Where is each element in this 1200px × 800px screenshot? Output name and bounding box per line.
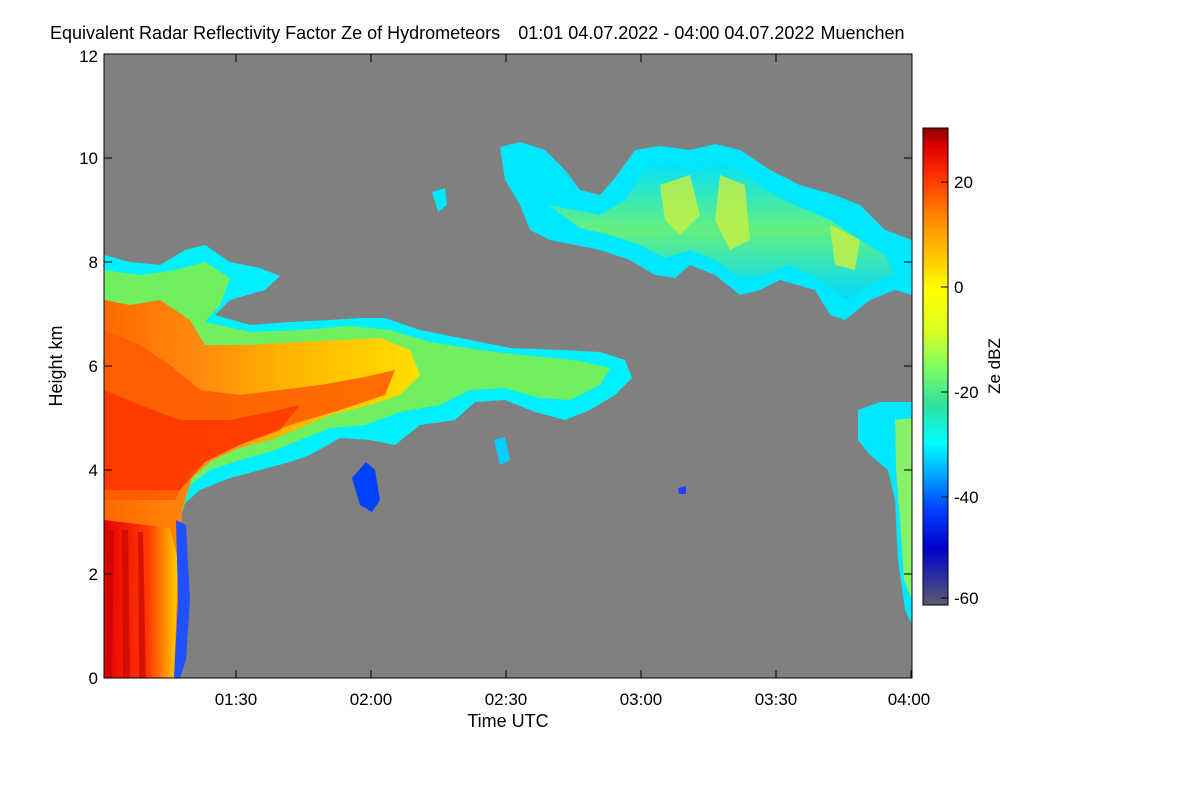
y-tick-label: 2 — [89, 565, 98, 584]
cirrus-fragment — [432, 188, 447, 212]
x-tick-label: 02:30 — [485, 690, 528, 709]
echo-blob — [678, 486, 686, 494]
x-tick-label: 01:30 — [215, 690, 258, 709]
colorbar: 20 0 -20 -40 -60 Ze dBZ — [922, 127, 1004, 608]
y-tick-label: 0 — [89, 669, 98, 688]
precip-streaks — [106, 530, 146, 678]
x-axis-label: Time UTC — [467, 711, 548, 731]
colorbar-label: Ze dBZ — [985, 338, 1004, 394]
late-cloud-core — [895, 418, 912, 600]
y-tick-label: 8 — [89, 253, 98, 272]
x-tick-label: 02:00 — [350, 690, 393, 709]
echo-blob — [352, 462, 380, 512]
precip-edge — [174, 520, 190, 678]
colorbar-tick-label: -60 — [954, 589, 979, 608]
colorbar-gradient — [922, 127, 949, 606]
colorbar-tick-label: 0 — [954, 278, 963, 297]
y-axis-label: Height km — [46, 325, 66, 406]
x-tick-label: 03:00 — [620, 690, 663, 709]
chart-title: Equivalent Radar Reflectivity Factor Ze … — [50, 23, 905, 43]
lower-cloud-deep-red — [104, 390, 300, 490]
echo-blob — [494, 437, 510, 465]
colorbar-tick-label: 20 — [954, 173, 973, 192]
x-tick-label: 04:00 — [888, 690, 931, 709]
y-axis: 0 2 4 6 8 10 12 Height km — [46, 47, 912, 688]
y-tick-label: 4 — [89, 461, 98, 480]
y-tick-label: 10 — [79, 149, 98, 168]
y-tick-label: 12 — [79, 47, 98, 66]
colorbar-tick-label: -20 — [954, 383, 979, 402]
y-tick-label: 6 — [89, 357, 98, 376]
x-tick-label: 03:30 — [755, 690, 798, 709]
echo-field — [104, 142, 912, 678]
cirrus-core-yellow — [660, 175, 860, 270]
colorbar-tick-label: -40 — [954, 488, 979, 507]
x-axis: 01:30 02:00 02:30 03:00 03:30 04:00 Time… — [215, 54, 931, 731]
